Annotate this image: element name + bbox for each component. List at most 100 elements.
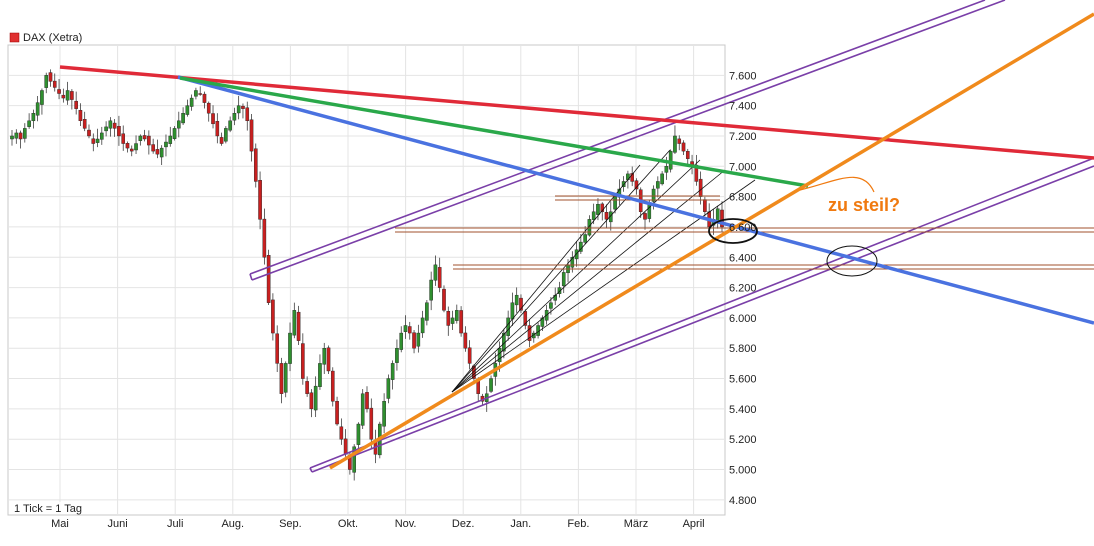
candle-body [514, 294, 519, 306]
candle-body [643, 213, 647, 220]
candle-body [271, 299, 275, 334]
candle-body [129, 148, 134, 152]
candle-body [202, 93, 207, 103]
candle-body [253, 148, 258, 182]
candle-body [416, 332, 421, 347]
candle-body [660, 173, 664, 185]
y-tick-label: 5.200 [729, 434, 757, 446]
footer-note: 1 Tick = 1 Tag [14, 503, 82, 515]
candle-body [52, 80, 57, 88]
candle-body [433, 264, 438, 281]
y-tick-label: 5.000 [729, 465, 757, 477]
y-tick-label: 6.000 [729, 313, 757, 325]
trendline-red [59, 65, 1094, 160]
candle-body [172, 128, 177, 139]
candle-body [305, 381, 309, 394]
candle-body [112, 122, 117, 129]
candle-body [100, 132, 104, 140]
candle-body [326, 347, 331, 372]
candle-body [27, 120, 31, 127]
candle-body [91, 138, 96, 144]
candle-body [634, 180, 639, 190]
candle-body [211, 113, 215, 125]
channel-connector-left [249, 273, 253, 281]
candle-body [523, 311, 528, 326]
candle-body [429, 279, 433, 301]
candle-body [279, 363, 284, 394]
x-tick-label: Juni [108, 518, 128, 530]
candle-body [420, 317, 425, 334]
candle-body [335, 401, 339, 425]
candle-body [604, 212, 609, 220]
candle-body [382, 401, 386, 427]
y-tick-label: 6.200 [729, 283, 757, 295]
candle-body [664, 166, 669, 173]
highlight-ellipse-2 [826, 245, 878, 277]
candle-body [206, 102, 211, 114]
candle-body [14, 132, 19, 139]
upper-channel-line-a [249, 0, 986, 275]
trendline-blue [177, 75, 1094, 325]
channel-lines [249, 0, 1094, 473]
candle-body [23, 128, 27, 139]
candle-body [283, 363, 288, 393]
candle-body [390, 363, 395, 380]
candle-body [450, 317, 455, 324]
candle-body [352, 446, 356, 473]
candle-body [147, 135, 151, 146]
candle-body [322, 348, 327, 365]
fan-line-3 [451, 159, 701, 393]
x-tick-label: Okt. [338, 518, 358, 530]
candle-body [194, 90, 198, 97]
candle-body [87, 129, 91, 137]
legend-label: DAX (Xetra) [23, 32, 82, 44]
y-tick-label: 6.400 [729, 252, 757, 264]
candle-body [164, 141, 168, 148]
candle-body [365, 392, 369, 410]
candle-body [95, 138, 100, 143]
candle-body [549, 302, 553, 309]
candle-body [412, 332, 416, 349]
candle-body [386, 378, 391, 399]
candle-body [245, 107, 250, 122]
candle-body [181, 113, 185, 124]
lower-channel-line-b [311, 165, 1094, 473]
candle-body [630, 173, 634, 182]
candle-body [403, 325, 408, 332]
x-tick-label: Sep. [279, 518, 302, 530]
candle-body [600, 203, 605, 212]
candle-body [608, 211, 613, 223]
candle-body [108, 120, 113, 129]
candle-body [360, 393, 365, 426]
candle-body [185, 105, 190, 115]
candle-body [44, 75, 49, 88]
x-axis-ticks: Mai Juni Juli Aug. Sep. Okt. Nov. Dez. Jan. Feb. M… [51, 518, 704, 530]
candle-body [591, 211, 596, 220]
candle-body [656, 181, 660, 189]
candle-body [275, 333, 279, 364]
candle-body [61, 94, 66, 99]
candle-body [527, 325, 532, 341]
candle-body [74, 100, 78, 109]
y-tick-label: 7.200 [729, 131, 757, 143]
candle-body [262, 218, 267, 258]
candle-body [82, 119, 87, 129]
candle-body [339, 426, 344, 440]
candle-body [266, 255, 271, 303]
candle-body [489, 378, 493, 392]
candle-body [459, 310, 463, 334]
candle-body [685, 151, 690, 159]
candle-body [159, 147, 164, 158]
candle-body [309, 392, 314, 410]
candle-body [189, 97, 194, 107]
candle-body [142, 135, 147, 140]
candle-body [681, 142, 686, 152]
candle-body [296, 311, 301, 341]
candle-body [467, 347, 472, 364]
candle-body [519, 297, 523, 311]
y-axis-ticks: 7.600 7.400 7.200 7.000 6.800 6.600 6.400 6.200… [729, 70, 757, 507]
x-tick-label: April [683, 518, 705, 530]
candle-body [232, 113, 237, 121]
candle-body [78, 110, 83, 122]
candle-body [104, 126, 108, 132]
